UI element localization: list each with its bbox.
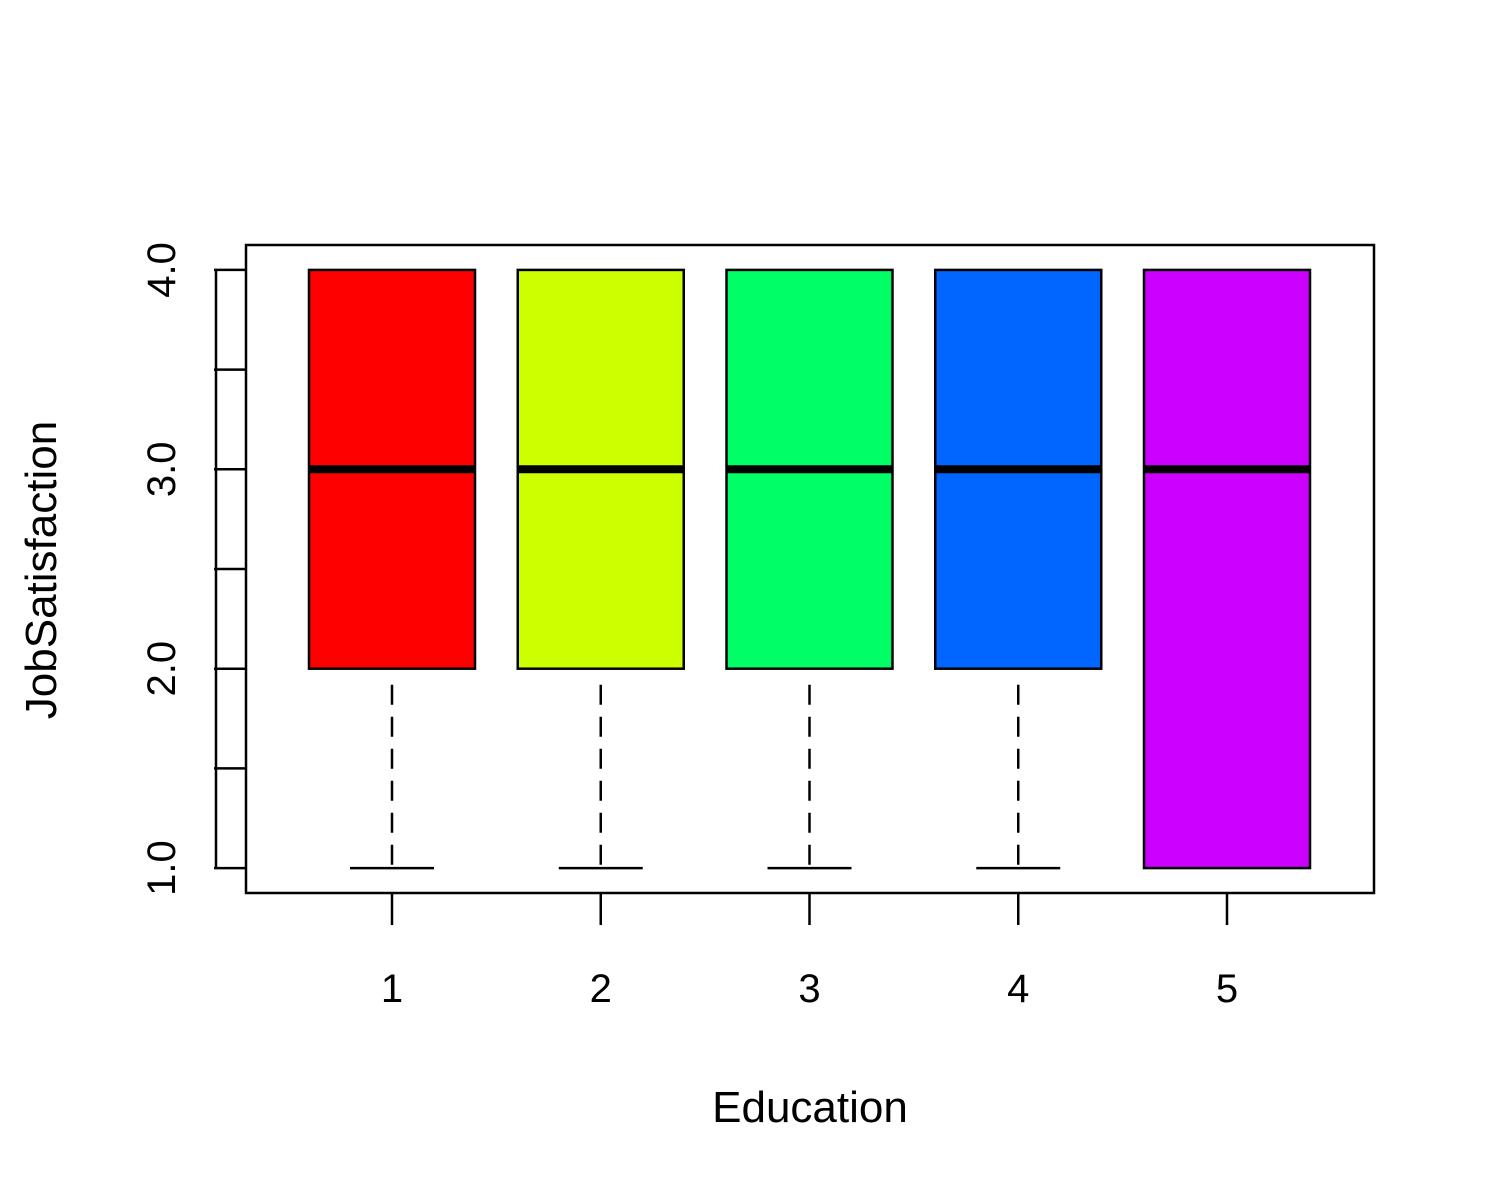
x-tick-label: 1 [381, 967, 403, 1011]
y-tick-label: 4.0 [140, 242, 184, 298]
x-tick-label: 3 [798, 967, 820, 1011]
x-tick-label: 5 [1216, 967, 1238, 1011]
box-2 [516, 268, 685, 870]
x-tick-label: 4 [1007, 967, 1029, 1011]
y-axis-title: JobSatisfaction [17, 421, 66, 719]
box-body [1142, 268, 1312, 870]
box-1 [307, 268, 477, 870]
box-4 [934, 268, 1103, 870]
box-5 [1142, 268, 1312, 870]
x-tick-label: 2 [590, 967, 612, 1011]
x-axis-title: Education [712, 1083, 908, 1132]
box-3 [725, 268, 894, 870]
y-axis: 1.0 2.0 3.0 4.0 [140, 242, 246, 896]
y-tick-label: 3.0 [140, 442, 184, 498]
x-axis: 1 2 3 4 5 [381, 893, 1238, 1011]
y-tick-label: 2.0 [140, 641, 184, 697]
y-tick-label: 1.0 [140, 840, 184, 896]
boxes-layer [307, 268, 1312, 870]
